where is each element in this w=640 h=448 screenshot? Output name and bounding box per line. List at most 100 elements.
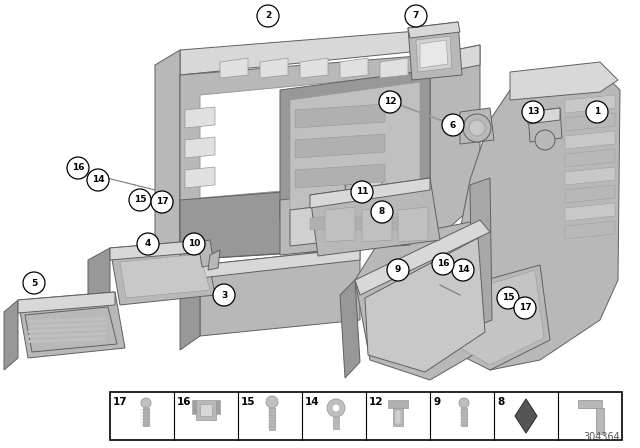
Polygon shape <box>18 292 125 358</box>
Polygon shape <box>110 240 215 305</box>
Polygon shape <box>310 178 440 256</box>
Bar <box>395 410 401 424</box>
Text: 16: 16 <box>177 397 191 407</box>
Polygon shape <box>208 250 220 270</box>
Text: 12: 12 <box>369 397 383 407</box>
Polygon shape <box>380 58 408 78</box>
Polygon shape <box>340 280 360 378</box>
Polygon shape <box>565 185 615 203</box>
Circle shape <box>405 5 427 27</box>
Polygon shape <box>565 131 615 149</box>
Polygon shape <box>28 322 106 328</box>
Polygon shape <box>290 82 420 210</box>
Polygon shape <box>28 337 106 343</box>
Polygon shape <box>398 207 428 242</box>
Polygon shape <box>565 221 615 239</box>
Polygon shape <box>290 194 420 246</box>
Text: 8: 8 <box>379 207 385 216</box>
Polygon shape <box>280 70 430 218</box>
Polygon shape <box>450 70 620 370</box>
Bar <box>110 392 622 440</box>
Text: 304364: 304364 <box>583 432 620 442</box>
Circle shape <box>23 272 45 294</box>
Text: 15: 15 <box>134 195 147 204</box>
Polygon shape <box>345 182 370 208</box>
Polygon shape <box>310 178 430 208</box>
Text: 13: 13 <box>527 108 540 116</box>
Polygon shape <box>565 113 615 131</box>
Text: 14: 14 <box>305 397 319 407</box>
Bar <box>200 404 212 416</box>
Polygon shape <box>430 45 480 245</box>
Text: 2: 2 <box>265 12 271 21</box>
Polygon shape <box>596 408 604 434</box>
Circle shape <box>442 114 464 136</box>
Circle shape <box>432 253 454 275</box>
Circle shape <box>385 92 401 108</box>
Circle shape <box>379 91 401 113</box>
Circle shape <box>141 398 151 408</box>
Text: 9: 9 <box>395 266 401 275</box>
Polygon shape <box>528 108 562 142</box>
Text: 3: 3 <box>221 290 227 300</box>
Polygon shape <box>350 215 378 230</box>
Circle shape <box>497 287 519 309</box>
Circle shape <box>213 284 235 306</box>
Text: 16: 16 <box>72 164 84 172</box>
Polygon shape <box>430 45 480 75</box>
Polygon shape <box>340 58 368 78</box>
Bar <box>143 408 149 426</box>
Polygon shape <box>28 332 106 338</box>
Circle shape <box>327 399 345 417</box>
Text: 6: 6 <box>450 121 456 129</box>
Bar <box>393 408 403 426</box>
Text: 11: 11 <box>356 188 368 197</box>
Polygon shape <box>25 307 117 352</box>
Polygon shape <box>300 58 328 78</box>
Circle shape <box>151 191 173 213</box>
Circle shape <box>452 259 474 281</box>
Polygon shape <box>192 400 196 414</box>
Text: 9: 9 <box>433 397 440 407</box>
Circle shape <box>535 130 555 150</box>
Polygon shape <box>390 215 418 230</box>
Polygon shape <box>565 95 615 113</box>
Polygon shape <box>88 248 110 318</box>
Polygon shape <box>28 317 106 323</box>
Polygon shape <box>18 292 115 313</box>
Polygon shape <box>180 30 430 75</box>
Polygon shape <box>185 137 215 158</box>
Polygon shape <box>565 203 615 221</box>
Polygon shape <box>368 178 382 198</box>
Polygon shape <box>416 36 452 72</box>
Polygon shape <box>200 248 360 278</box>
Circle shape <box>137 233 159 255</box>
Polygon shape <box>565 167 615 185</box>
Polygon shape <box>355 220 490 295</box>
Text: 10: 10 <box>188 240 200 249</box>
Circle shape <box>129 189 151 211</box>
Text: 1: 1 <box>594 108 600 116</box>
Text: 15: 15 <box>241 397 255 407</box>
Polygon shape <box>28 327 106 333</box>
Polygon shape <box>185 107 215 128</box>
Polygon shape <box>355 220 490 380</box>
Bar <box>333 417 339 429</box>
Polygon shape <box>455 270 544 365</box>
Text: 17: 17 <box>113 397 127 407</box>
Polygon shape <box>220 58 248 78</box>
Circle shape <box>387 259 409 281</box>
Polygon shape <box>450 265 550 370</box>
Circle shape <box>371 201 393 223</box>
Text: 12: 12 <box>384 98 396 107</box>
Text: 8: 8 <box>497 397 504 407</box>
Polygon shape <box>565 149 615 167</box>
Polygon shape <box>196 400 216 420</box>
Bar <box>269 408 275 430</box>
Text: 17: 17 <box>518 303 531 313</box>
Circle shape <box>463 114 491 142</box>
Polygon shape <box>388 400 408 408</box>
Polygon shape <box>198 240 214 267</box>
Text: 16: 16 <box>436 259 449 268</box>
Polygon shape <box>216 400 220 414</box>
